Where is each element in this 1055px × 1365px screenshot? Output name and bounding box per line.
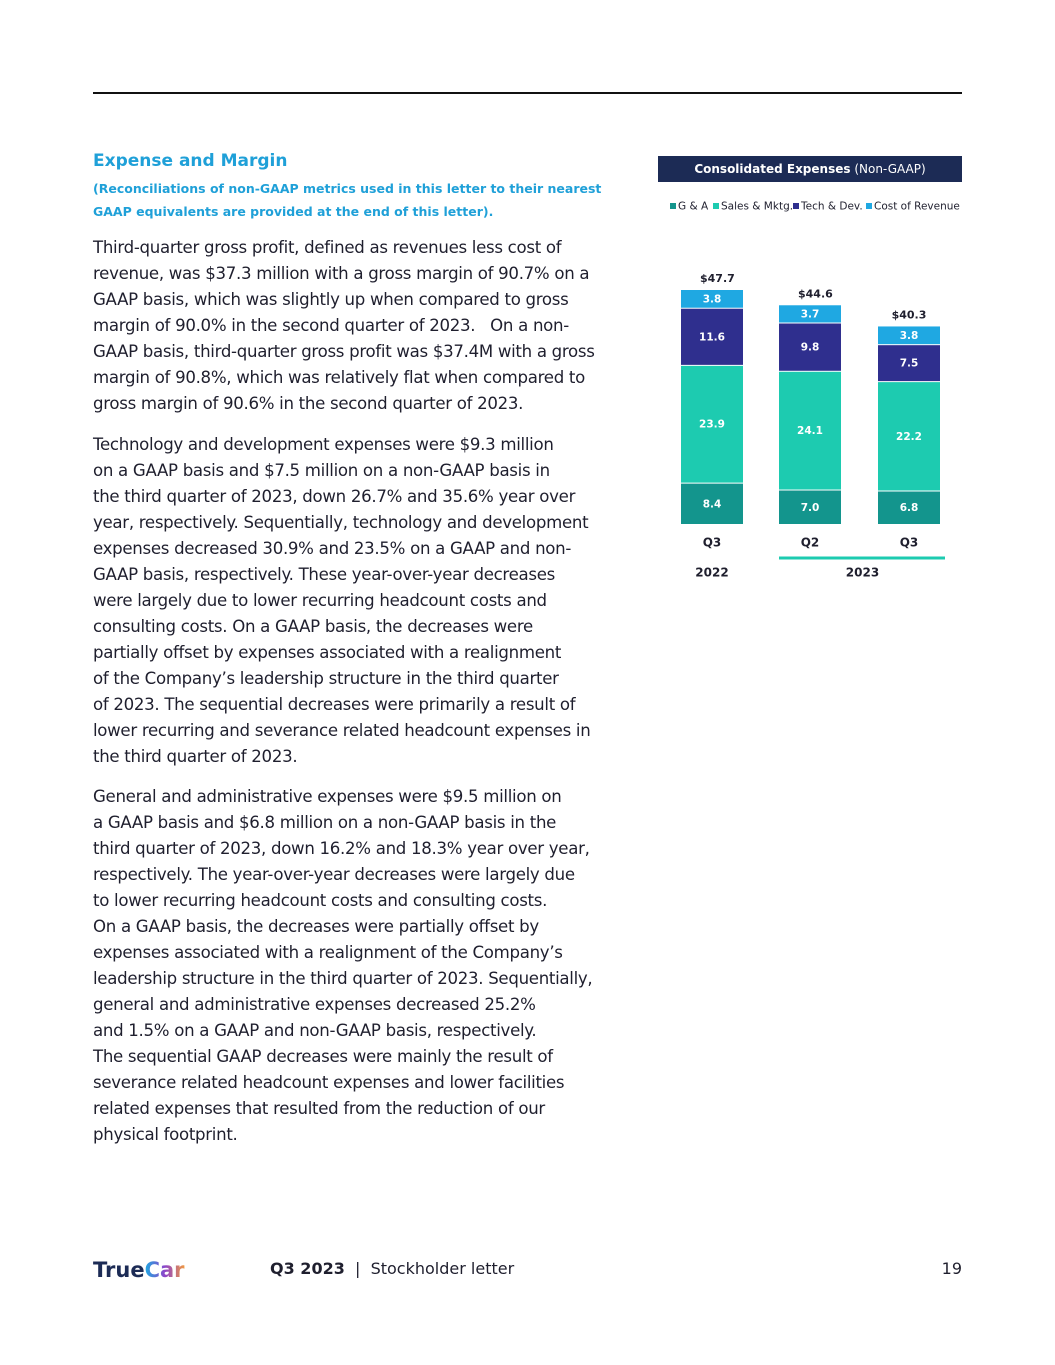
segment-label: 11.6: [699, 331, 725, 343]
text-line: were largely due to lower recurring head…: [93, 591, 547, 610]
bar-segment: [878, 491, 940, 524]
text-line: a GAAP basis and $6.8 million on a non-G…: [93, 813, 557, 832]
total-label: $47.7: [700, 272, 735, 285]
text-line: general and administrative expenses decr…: [93, 995, 536, 1014]
legend-label: Cost of Revenue: [874, 201, 960, 213]
footer-text: Q3 2023 | Stockholder letter: [270, 1259, 514, 1278]
text-line: consulting costs. On a GAAP basis, the d…: [93, 617, 533, 636]
segment-label: 7.0: [801, 502, 820, 514]
subheading: (Reconciliations of non-GAAP metrics use…: [93, 177, 601, 223]
text-line: of the Company’s leadership structure in…: [93, 669, 559, 688]
paragraph: Third-quarter gross profit, defined as r…: [93, 235, 595, 417]
chart-title-bar: [658, 156, 962, 182]
bar-segment: [878, 382, 940, 491]
subheading-line: (Reconciliations of non-GAAP metrics use…: [93, 181, 602, 196]
text-line: to lower recurring headcount costs and c…: [93, 891, 548, 910]
text-line: GAAP basis, which was slightly up when c…: [93, 290, 569, 309]
x-tick-label: Q2: [801, 536, 820, 550]
heading: Expense and Margin: [93, 151, 288, 171]
bar-segment: [681, 483, 743, 524]
text-line: and 1.5% on a GAAP and non-GAAP basis, r…: [93, 1021, 537, 1040]
text-line: GAAP basis, respectively. These year-ove…: [93, 565, 555, 584]
text-line: of 2023. The sequential decreases were p…: [93, 695, 576, 714]
segment-label: 3.8: [900, 330, 919, 342]
footer-logo: TrueCar: [93, 1258, 185, 1282]
text-line: physical footprint.: [93, 1125, 238, 1144]
text-line: GAAP basis, third-quarter gross profit w…: [93, 342, 595, 361]
text-line: General and administrative expenses were…: [93, 787, 562, 806]
text-line: The sequential GAAP decreases were mainl…: [93, 1047, 553, 1066]
chart-title-main: Consolidated Expenses: [694, 162, 850, 176]
total-label: $40.3: [892, 308, 927, 321]
page-number: 19: [941, 1259, 962, 1278]
text-line: expenses associated with a realignment o…: [93, 943, 563, 962]
subheading-line: GAAP equivalents are provided at the end…: [93, 204, 494, 219]
group-label: 2023: [846, 566, 879, 580]
segment-label: 9.8: [801, 342, 820, 354]
bar-segment: [681, 308, 743, 365]
bar-segment: [779, 323, 841, 371]
text-line: the third quarter of 2023.: [93, 747, 298, 766]
group-label: 2022: [695, 566, 728, 580]
segment-label: 6.8: [900, 502, 919, 514]
text-line: on a GAAP basis and $7.5 million on a no…: [93, 461, 550, 480]
legend-label: Sales & Mktg.: [721, 201, 793, 213]
text-line: margin of 90.8%, which was relatively fl…: [93, 368, 585, 387]
text-line: severance related headcount expenses and…: [93, 1073, 565, 1092]
text-line: respectively. The year-over-year decreas…: [93, 865, 575, 884]
text-line: Technology and development expenses were…: [93, 435, 554, 454]
text-line: year, respectively. Sequentially, techno…: [93, 513, 589, 532]
chart-title-suffix: (Non-GAAP): [854, 162, 925, 176]
text-line: partially offset by expenses associated …: [93, 643, 562, 662]
legend-swatch: [793, 203, 799, 209]
top-rule: [93, 92, 962, 94]
legend-swatch: [866, 203, 872, 209]
logo-car: Car: [144, 1258, 185, 1282]
footer-separator: |: [355, 1259, 361, 1278]
bar-segment: [681, 290, 743, 308]
bar-segment: [681, 365, 743, 483]
x-tick-label: Q3: [900, 536, 919, 550]
text-line: margin of 90.0% in the second quarter of…: [93, 316, 569, 335]
text-line: On a GAAP basis, the decreases were part…: [93, 917, 539, 936]
bar-segment: [878, 345, 940, 382]
bar-segment: [779, 305, 841, 323]
paragraph: General and administrative expenses were…: [93, 784, 593, 1148]
text-line: Third-quarter gross profit, defined as r…: [93, 238, 562, 257]
legend-swatch: [670, 203, 676, 209]
segment-label: 23.9: [699, 419, 725, 431]
text-line: lower recurring and severance related he…: [93, 721, 591, 740]
text-line: third quarter of 2023, down 16.2% and 18…: [93, 839, 590, 858]
bar-segment: [779, 490, 841, 524]
legend-label: G & A: [678, 201, 709, 213]
segment-label: 8.4: [703, 498, 722, 510]
paragraph: Technology and development expenses were…: [93, 432, 591, 770]
logo-true: True: [93, 1258, 145, 1282]
text-line: the third quarter of 2023, down 26.7% an…: [93, 487, 576, 506]
text-line: expenses decreased 30.9% and 23.5% on a …: [93, 539, 572, 558]
text-line: gross margin of 90.6% in the second quar…: [93, 394, 524, 413]
legend-swatch: [713, 203, 719, 209]
footer-letter: Stockholder letter: [370, 1259, 515, 1278]
segment-label: 24.1: [797, 425, 823, 437]
text-line: revenue, was $37.3 million with a gross …: [93, 264, 590, 283]
footer-quarter: Q3 2023: [270, 1259, 345, 1278]
segment-label: 3.7: [801, 308, 820, 320]
total-label: $44.6: [798, 287, 833, 300]
text-line: leadership structure in the third quarte…: [93, 969, 593, 988]
segment-label: 7.5: [900, 358, 919, 370]
text-line: related expenses that resulted from the …: [93, 1099, 545, 1118]
segment-label: 3.8: [703, 293, 722, 305]
bar-segment: [779, 371, 841, 490]
segment-label: 22.2: [896, 431, 922, 443]
chart: Consolidated Expenses (Non-GAAP) G & A Sa…: [658, 156, 962, 580]
x-tick-label: Q3: [703, 536, 722, 550]
chart-title: Consolidated Expenses (Non-GAAP): [694, 162, 925, 176]
bar-segment: [878, 326, 940, 345]
legend-label: Tech & Dev.: [800, 201, 863, 213]
